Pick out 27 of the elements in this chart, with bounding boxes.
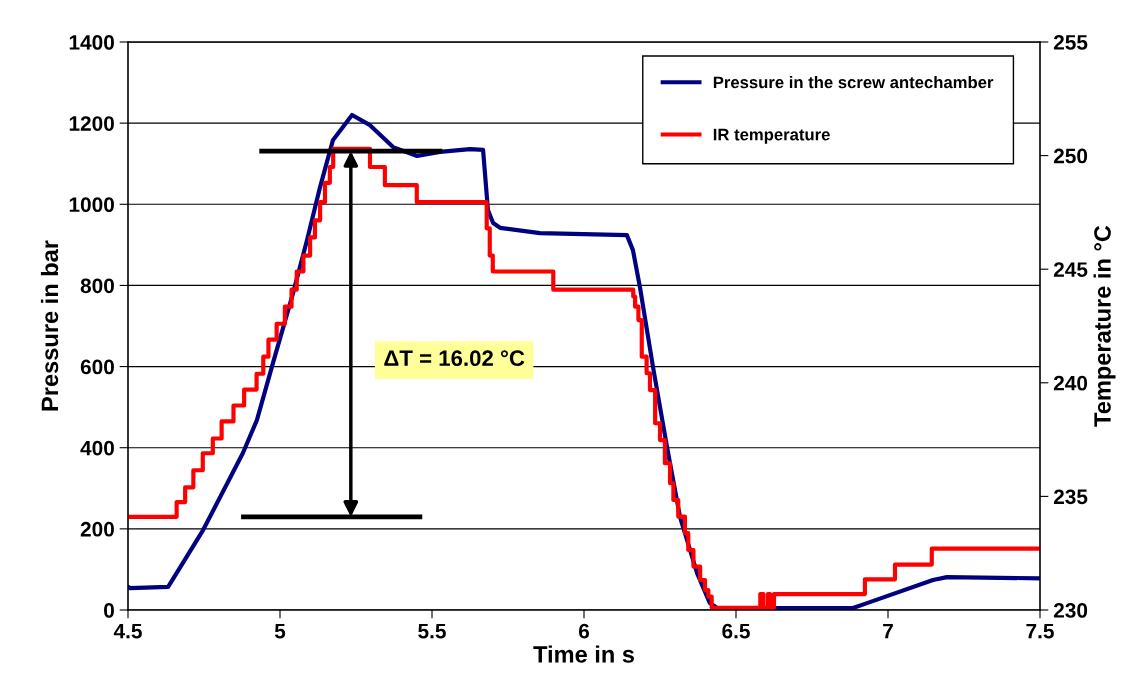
x-tick-label: 4.5 bbox=[113, 623, 142, 639]
y-axis-title: Pressure in bar bbox=[40, 240, 59, 411]
annotation: ΔT = 16.02 °C bbox=[384, 350, 525, 367]
y-tick-label: 600 bbox=[80, 359, 114, 375]
y-tick-label: 0 bbox=[104, 603, 114, 618]
y2-tick-label: 235 bbox=[1053, 489, 1088, 505]
x-tick-label: 5 bbox=[274, 623, 286, 639]
y2-tick-label: 230 bbox=[1053, 603, 1088, 618]
legend-label: IR temperature bbox=[713, 128, 830, 144]
y2-axis-title: Temperature in °C bbox=[1093, 225, 1116, 427]
x-tick-label: 6 bbox=[578, 623, 590, 639]
y2-tick-label: 245 bbox=[1053, 262, 1088, 277]
x-tick-label: 7.5 bbox=[1026, 623, 1054, 639]
x-tick-label: 7 bbox=[883, 623, 893, 639]
x-axis-title: Time in s bbox=[533, 645, 634, 663]
x-tick-label: 6.5 bbox=[722, 623, 750, 639]
x-tick-label: 5.5 bbox=[418, 623, 446, 639]
y2-tick-label: 255 bbox=[1053, 35, 1088, 50]
y-tick-label: 1400 bbox=[69, 35, 114, 50]
y2-tick-label: 240 bbox=[1053, 375, 1088, 391]
y-tick-label: 1200 bbox=[69, 116, 114, 131]
y-tick-label: 1000 bbox=[69, 197, 114, 213]
y-tick-label: 800 bbox=[80, 278, 114, 294]
y-tick-label: 400 bbox=[80, 440, 114, 456]
legend-label: Pressure in the screw antechamber bbox=[713, 76, 994, 89]
y2-tick-label: 250 bbox=[1053, 148, 1088, 164]
y-tick-label: 200 bbox=[80, 521, 114, 537]
